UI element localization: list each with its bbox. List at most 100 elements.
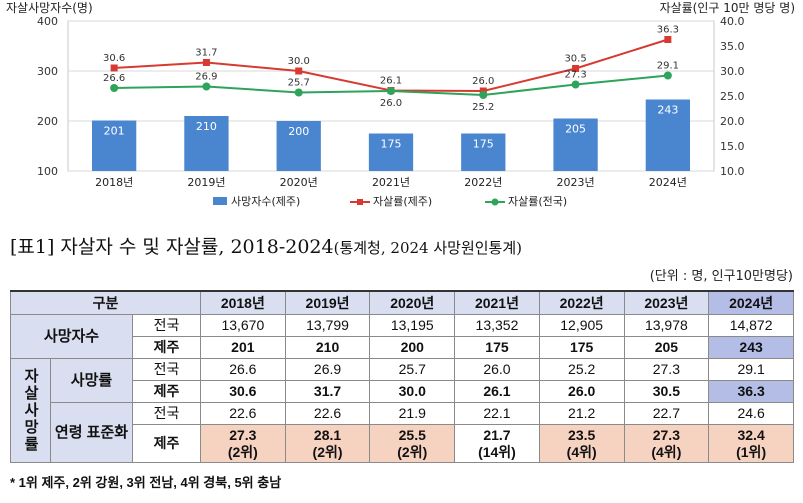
table-cell: 30.5 bbox=[623, 380, 710, 403]
chart-legend: 사망자수(제주) 자살률(제주) 자살률(전국) bbox=[213, 195, 567, 208]
point-value-label: 25.2 bbox=[472, 102, 494, 113]
table-cell: 13,352 bbox=[454, 314, 540, 337]
table-cell: 21.9 bbox=[369, 402, 456, 425]
table-row: 제주 201 210 200 175 175 205 243 bbox=[11, 336, 794, 359]
table-cell: 14,872 bbox=[708, 314, 794, 337]
bar-value-label: 243 bbox=[657, 104, 678, 117]
legend-swatch bbox=[213, 197, 227, 205]
bar-value-label: 205 bbox=[565, 123, 586, 136]
point-value-label: 31.7 bbox=[195, 48, 217, 59]
right-tick-label: 10.0 bbox=[720, 165, 745, 178]
legend-marker bbox=[491, 198, 499, 206]
table-cell: 22.7 bbox=[623, 402, 710, 425]
x-tick-label: 2020년 bbox=[280, 176, 318, 189]
x-tick-label: 2024년 bbox=[649, 176, 687, 189]
right-axis-title: 자살률(인구 10만 명당 명) bbox=[660, 1, 795, 15]
point-value-label: 30.5 bbox=[564, 54, 586, 65]
table-cell: 26.0 bbox=[454, 358, 540, 381]
left-tick-label: 300 bbox=[37, 65, 58, 78]
table-cell: 30.6 bbox=[200, 380, 286, 403]
right-tick-label: 40.0 bbox=[720, 15, 745, 28]
table-cell: 25.2 bbox=[538, 358, 625, 381]
bar bbox=[553, 118, 598, 171]
table-cell: 27.3 (4위) bbox=[623, 424, 710, 463]
x-tick-label: 2022년 bbox=[464, 176, 502, 189]
table-cell: 210 bbox=[284, 336, 371, 359]
right-tick-label: 15.0 bbox=[720, 140, 745, 153]
table-cell: 13,799 bbox=[284, 314, 371, 337]
bar bbox=[91, 120, 137, 171]
cell-rank: (2위) bbox=[397, 443, 428, 460]
table-cell: 26.6 bbox=[200, 358, 286, 381]
header-year: 2021년 bbox=[454, 290, 540, 315]
right-tick-label: 35.0 bbox=[720, 40, 745, 53]
cell-rank: (2위) bbox=[312, 443, 343, 460]
point-value-label: 26.9 bbox=[195, 72, 217, 83]
table-title-main: [표1] 자살자 수 및 자살률, 2018-2024 bbox=[10, 236, 334, 258]
table-cell: 26.9 bbox=[284, 358, 371, 381]
table-cell: 27.3 bbox=[623, 358, 710, 381]
bar-value-label: 175 bbox=[381, 138, 402, 151]
bar bbox=[184, 116, 229, 171]
data-point bbox=[202, 82, 211, 91]
row-group-suicide-rate: 자살사망률 bbox=[10, 358, 51, 463]
x-tick-label: 2021년 bbox=[372, 176, 410, 189]
data-point bbox=[572, 65, 580, 72]
point-value-label: 26.1 bbox=[380, 76, 402, 87]
cell-rank: (14위) bbox=[478, 443, 516, 460]
left-tick-label: 400 bbox=[37, 15, 58, 28]
table-title: [표1] 자살자 수 및 자살률, 2018-2024(통계청, 2024 사망… bbox=[10, 232, 522, 259]
table-cell: 22.6 bbox=[284, 402, 371, 425]
header-category: 구분 bbox=[10, 290, 201, 315]
row-group-standardized: 연령 표준화 bbox=[50, 402, 133, 463]
bar bbox=[645, 99, 691, 171]
table-cell: 36.3 bbox=[708, 380, 794, 403]
table-cell: 28.1 (2위) bbox=[284, 424, 371, 463]
table-cell: 13,195 bbox=[369, 314, 456, 337]
table-cell: 13,670 bbox=[200, 314, 286, 337]
header-year: 2018년 bbox=[200, 290, 286, 315]
cell-rank: (2위) bbox=[227, 443, 258, 460]
cell-rank: (4위) bbox=[651, 443, 682, 460]
table-row: 제주 27.3 (2위) 28.1 (2위) 25.5 (2위) 21.7 (14위) … bbox=[11, 424, 794, 463]
table-cell: 200 bbox=[369, 336, 456, 359]
table-cell: 22.6 bbox=[200, 402, 286, 425]
table-cell: 27.3 (2위) bbox=[200, 424, 286, 463]
data-point bbox=[294, 88, 303, 97]
x-tick-label: 2019년 bbox=[187, 176, 225, 189]
bar bbox=[461, 133, 506, 171]
data-point bbox=[110, 84, 119, 92]
table-cell: 22.1 bbox=[454, 402, 540, 425]
table-row: 연령 표준화 전국 22.6 22.6 21.9 22.1 21.2 22.7 … bbox=[11, 402, 794, 463]
row-label-national: 전국 bbox=[132, 402, 201, 425]
table-cell: 32.4 (1위) bbox=[708, 424, 794, 463]
data-point bbox=[479, 91, 488, 99]
cell-value: 25.5 bbox=[398, 426, 426, 443]
data-point bbox=[664, 36, 672, 43]
point-value-label: 26.0 bbox=[380, 98, 402, 109]
right-tick-label: 30.0 bbox=[720, 65, 745, 78]
cell-value: 27.3 bbox=[652, 426, 680, 443]
unit-note: (단위 : 명, 인구10만명당) bbox=[649, 269, 793, 284]
table-cell: 13,978 bbox=[623, 314, 710, 337]
table-cell: 25.5 (2위) bbox=[369, 424, 456, 463]
row-group-mortality: 사망률 bbox=[50, 358, 133, 403]
table-cell: 23.5 (4위) bbox=[538, 424, 625, 463]
point-value-label: 27.3 bbox=[564, 70, 586, 81]
point-value-label: 30.0 bbox=[288, 56, 310, 67]
legend-label: 자살률(제주) bbox=[373, 195, 432, 208]
stats-table: 구분 2018년 2019년 2020년 2021년 2022년 2023년 2… bbox=[10, 290, 794, 463]
table-cell: 31.7 bbox=[284, 380, 371, 403]
bar-value-label: 200 bbox=[288, 125, 309, 138]
left-axis-title: 자살사망자수(명) bbox=[6, 1, 93, 15]
header-year: 2023년 bbox=[623, 290, 710, 315]
point-value-label: 26.0 bbox=[472, 76, 494, 87]
data-point bbox=[295, 67, 303, 75]
cell-rank: (1위) bbox=[736, 443, 767, 460]
data-point bbox=[387, 87, 395, 95]
table-row: 자살사망률 사망률 전국 26.6 26.9 25.7 26.0 25.2 27… bbox=[10, 358, 794, 463]
bar-value-label: 210 bbox=[196, 120, 217, 133]
cell-value: 27.3 bbox=[229, 426, 257, 443]
cell-rank: (4위) bbox=[566, 443, 597, 460]
legend-marker bbox=[357, 199, 363, 205]
